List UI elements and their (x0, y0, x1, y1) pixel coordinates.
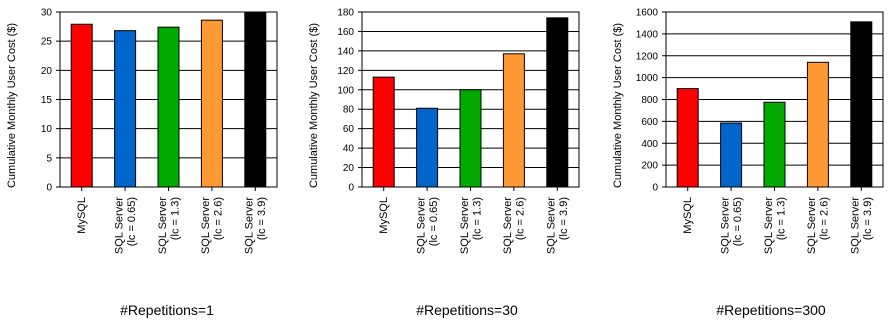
panel-1-ytick-label: 0 (46, 183, 52, 194)
panel-3-category-label: SQL Server(lc = 3.9) (850, 197, 875, 254)
panel-2-ytick-label: 60 (343, 124, 355, 135)
panel-3-bar (720, 122, 743, 188)
panel-2-ytick-label: 180 (337, 8, 354, 19)
panel-3-category-label: SQL Server(lc = 1.3) (763, 197, 788, 254)
panel-1-ytick-label: 20 (41, 66, 53, 77)
panel-1-title: #Repetitions=1 (120, 302, 214, 318)
panel-1-category-label: SQL Server(lc = 0.65) (113, 197, 138, 254)
panel-3-ytick-label: 1000 (636, 73, 659, 84)
panel-2-ytick-label: 80 (343, 105, 355, 116)
panel-3-ytick-label: 600 (641, 117, 658, 128)
panel-2-ytick-label: 100 (337, 85, 354, 96)
panel-2-ytick-label: 40 (343, 144, 355, 155)
panel-1-ylabel: Cumulative Monthly User Cost ($) (6, 23, 18, 188)
panel-2-ylabel: Cumulative Monthly User Cost ($) (308, 23, 320, 188)
panel-1-bar (200, 19, 223, 188)
panel-3-title: #Repetitions=300 (716, 302, 826, 318)
panel-3-frame (665, 11, 884, 188)
panel-1-frame (59, 11, 278, 188)
panel-2-ytick-label: 140 (337, 46, 354, 57)
panel-3-ylabel: Cumulative Monthly User Cost ($) (612, 23, 624, 188)
panel-1-bar (157, 26, 180, 188)
panel-2-frame (361, 11, 580, 188)
panel-1-bar (70, 23, 93, 188)
panel-1-ytick-label: 30 (41, 8, 53, 19)
panel-3-category-label: SQL Server(lc = 0.65) (719, 197, 744, 254)
panel-2-ytick-label: 20 (343, 163, 355, 174)
panel-1-bar (114, 30, 137, 188)
panel-3-ytick-label: 200 (641, 161, 658, 172)
panel-1-category-label: SQL Server(lc = 2.6) (200, 197, 225, 254)
panel-3-ytick-label: 1200 (636, 51, 659, 62)
panel-1-ytick-label: 10 (41, 124, 53, 135)
panel-2-category-label: MySQL (378, 197, 390, 234)
panel-2-category-label: SQL Server(lc = 2.6) (502, 197, 527, 254)
panel-1-ytick-label: 5 (46, 153, 52, 164)
panel-2-category-label: SQL Server(lc = 3.9) (546, 197, 571, 254)
panel-3-ytick-label: 1400 (636, 29, 659, 40)
panel-3-bar (806, 61, 829, 188)
panel-1-category-label: SQL Server(lc = 1.3) (157, 197, 182, 254)
panel-3-category-label: MySQL (682, 197, 694, 234)
panel-3-bar (763, 101, 786, 188)
panel-1-ytick-label: 25 (41, 37, 53, 48)
panel-2-ytick-label: 160 (337, 27, 354, 38)
panel-3-ytick-label: 0 (652, 183, 658, 194)
panel-1-category-label: SQL Server(lc = 3.9) (244, 197, 269, 254)
panel-3-category-label: SQL Server(lc = 2.6) (806, 197, 831, 254)
panel-3-bar (850, 21, 873, 188)
panel-2-bar (372, 76, 395, 188)
panel-2-ytick-label: 0 (348, 183, 354, 194)
panel-2-category-label: SQL Server(lc = 1.3) (459, 197, 484, 254)
panel-2-bar (502, 53, 525, 188)
panel-2-bar (546, 17, 569, 188)
panel-1-category-label: MySQL (76, 197, 88, 234)
panel-2-bar (416, 107, 439, 188)
panel-1-bar (244, 11, 267, 188)
panel-2-ytick-label: 120 (337, 66, 354, 77)
panel-1-ytick-label: 15 (41, 95, 53, 106)
panel-3-ytick-label: 1600 (636, 8, 659, 19)
panel-2-title: #Repetitions=30 (416, 302, 518, 318)
panel-3-bar (676, 88, 699, 188)
panel-3-ytick-label: 800 (641, 95, 658, 106)
panel-3-ytick-label: 400 (641, 139, 658, 150)
panel-2-category-label: SQL Server(lc = 0.65) (415, 197, 440, 254)
panel-2-bar (459, 89, 482, 188)
